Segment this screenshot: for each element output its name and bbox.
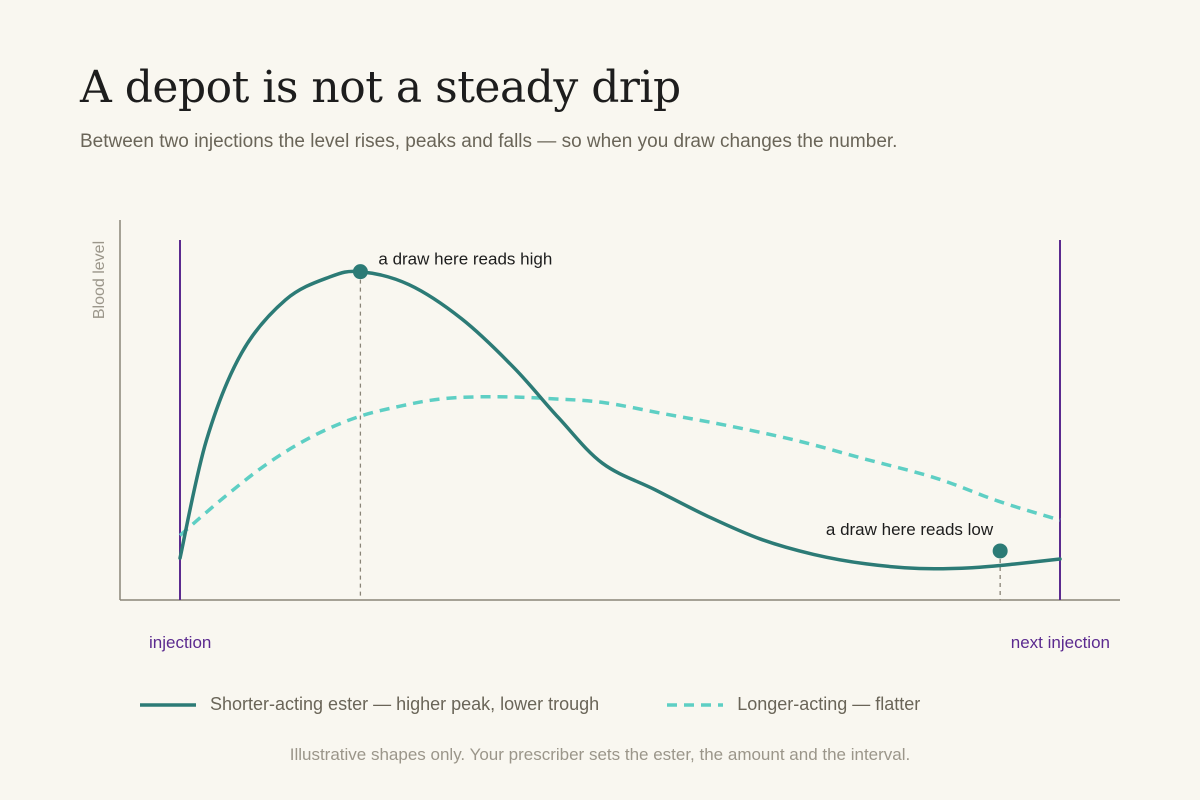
legend-label-longer: Longer-acting — flatter — [737, 694, 921, 714]
y-axis-label: Blood level — [91, 241, 108, 319]
legend-label-shorter: Shorter-acting ester — higher peak, lowe… — [210, 694, 600, 714]
legend: Shorter-acting ester — higher peak, lowe… — [140, 694, 988, 715]
legend-item-shorter: Shorter-acting ester — higher peak, lowe… — [140, 694, 599, 715]
legend-swatch-dashed — [667, 702, 724, 707]
chart-subtitle: Between two injections the level rises, … — [80, 131, 898, 152]
series-line-shorter-acting — [178, 269, 1062, 571]
chart-title: A depot is not a steady drip — [80, 62, 681, 113]
level-chart: Blood level injection next injection a draw… — [91, 220, 1120, 652]
trough-annotation-label: a draw here reads low — [826, 520, 994, 539]
legend-item-longer: Longer-acting — flatter — [667, 694, 920, 715]
trough-point — [992, 543, 1008, 559]
next-injection-label: next injection — [1011, 633, 1110, 652]
series-line-longer-acting — [178, 394, 1061, 537]
injection-label: injection — [149, 633, 211, 652]
legend-swatch-solid — [140, 702, 196, 707]
peak-point — [352, 264, 368, 280]
peak-annotation-label: a draw here reads high — [378, 250, 552, 269]
footnote: Illustrative shapes only. Your prescribe… — [289, 745, 911, 764]
